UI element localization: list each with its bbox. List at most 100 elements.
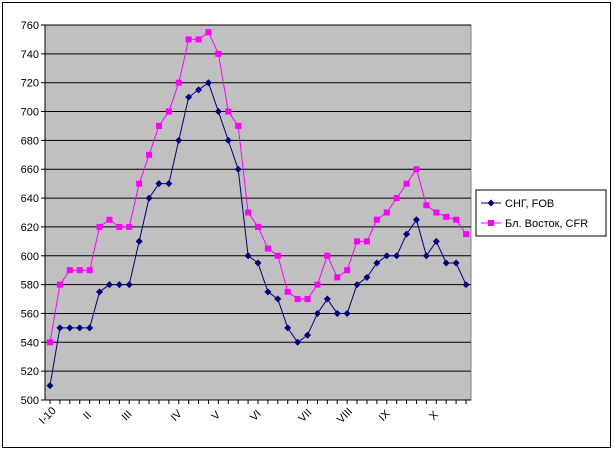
data-point	[304, 331, 312, 339]
data-point	[235, 122, 242, 129]
x-tick-label: IV	[169, 407, 185, 423]
series-2	[47, 29, 469, 346]
x-tick-label: VI	[248, 408, 264, 424]
y-tick-label: 740	[21, 49, 39, 61]
data-point	[195, 86, 203, 94]
data-point	[105, 281, 113, 289]
x-axis: I-10 II III IV V VI VII VIII IX X	[37, 399, 471, 427]
data-point	[214, 108, 222, 116]
data-point	[413, 166, 420, 173]
data-point	[244, 252, 252, 260]
gridlines	[45, 24, 471, 401]
data-point	[463, 231, 469, 238]
data-point	[56, 324, 64, 332]
data-point	[116, 223, 123, 230]
data-point	[403, 180, 410, 187]
data-point	[126, 223, 133, 230]
data-point	[353, 281, 361, 289]
data-point	[344, 267, 351, 274]
x-tick-label: IX	[377, 407, 393, 423]
data-point	[284, 324, 292, 332]
data-point	[393, 195, 400, 202]
data-point	[324, 252, 331, 259]
data-point	[453, 216, 460, 223]
data-point	[47, 339, 53, 346]
data-point	[393, 252, 401, 260]
legend-marker	[488, 220, 494, 226]
y-tick-label: 680	[21, 135, 39, 147]
legend-marker	[487, 199, 495, 207]
data-point	[96, 223, 103, 230]
y-tick-label: 620	[21, 222, 39, 234]
data-point	[165, 180, 173, 188]
data-point	[185, 36, 192, 43]
data-point	[443, 213, 450, 220]
y-tick-label: 760	[21, 20, 39, 32]
data-point	[412, 216, 420, 224]
y-tick-label: 580	[21, 280, 39, 292]
line-chart: 500 520 540 560 580 600 620 640 660 680 700 720 740 7…	[21, 20, 607, 427]
x-tick-label: I-10	[37, 405, 59, 427]
y-tick-label: 500	[21, 395, 39, 407]
data-point	[323, 295, 331, 303]
data-point	[254, 259, 262, 267]
data-point	[264, 245, 271, 252]
data-point	[422, 252, 430, 260]
data-point	[333, 309, 341, 317]
data-point	[76, 267, 83, 274]
x-tick-label: VIII	[335, 406, 355, 426]
x-tick-label: V	[209, 409, 223, 423]
data-point	[175, 79, 182, 86]
data-point	[205, 29, 212, 36]
y-tick-label: 600	[21, 251, 39, 263]
series-1	[46, 79, 470, 390]
data-point	[146, 151, 153, 158]
data-point	[462, 281, 470, 289]
data-point	[96, 288, 104, 296]
data-point	[294, 296, 301, 303]
data-point	[304, 296, 311, 303]
data-point	[363, 273, 371, 281]
y-tick-label: 560	[21, 308, 39, 320]
data-point	[165, 108, 172, 115]
data-point	[294, 338, 302, 346]
y-tick-label: 720	[21, 78, 39, 90]
data-point	[284, 288, 291, 295]
data-point	[135, 237, 143, 245]
data-point	[76, 324, 84, 332]
data-point	[234, 165, 242, 173]
data-point	[354, 238, 361, 245]
data-point	[66, 267, 73, 274]
data-point	[215, 50, 222, 57]
data-point	[423, 202, 430, 209]
data-point	[86, 324, 94, 332]
data-point	[56, 281, 63, 288]
legend-label: СНГ, FOB	[505, 198, 554, 210]
data-point	[373, 216, 380, 223]
data-point	[433, 209, 440, 216]
data-point	[343, 309, 351, 317]
data-point	[155, 122, 162, 129]
series-layer	[46, 29, 470, 390]
chart-frame: 500 520 540 560 580 600 620 640 660 680 700 720 740 7…	[2, 2, 611, 448]
data-point	[204, 79, 212, 87]
data-point	[255, 223, 261, 230]
x-tick-label: VII	[296, 407, 314, 425]
data-point	[224, 136, 232, 144]
data-point	[66, 324, 74, 332]
data-point	[125, 281, 133, 289]
data-point	[383, 209, 390, 216]
data-point	[245, 209, 252, 216]
legend-label: Бл. Восток, CFR	[505, 218, 588, 230]
data-point	[264, 288, 272, 296]
legend: СНГ, FOB Бл. Восток, CFR	[475, 189, 607, 237]
data-point	[225, 108, 232, 115]
x-tick-label: X	[427, 409, 441, 423]
data-point	[314, 281, 321, 288]
y-axis: 500 520 540 560 580 600 620 640 660 680 700 720 740 7…	[21, 20, 46, 407]
data-point	[313, 309, 321, 317]
y-tick-label: 660	[21, 164, 39, 176]
y-tick-label: 520	[21, 366, 39, 378]
plot-area	[44, 24, 472, 401]
y-tick-label: 540	[21, 337, 39, 349]
